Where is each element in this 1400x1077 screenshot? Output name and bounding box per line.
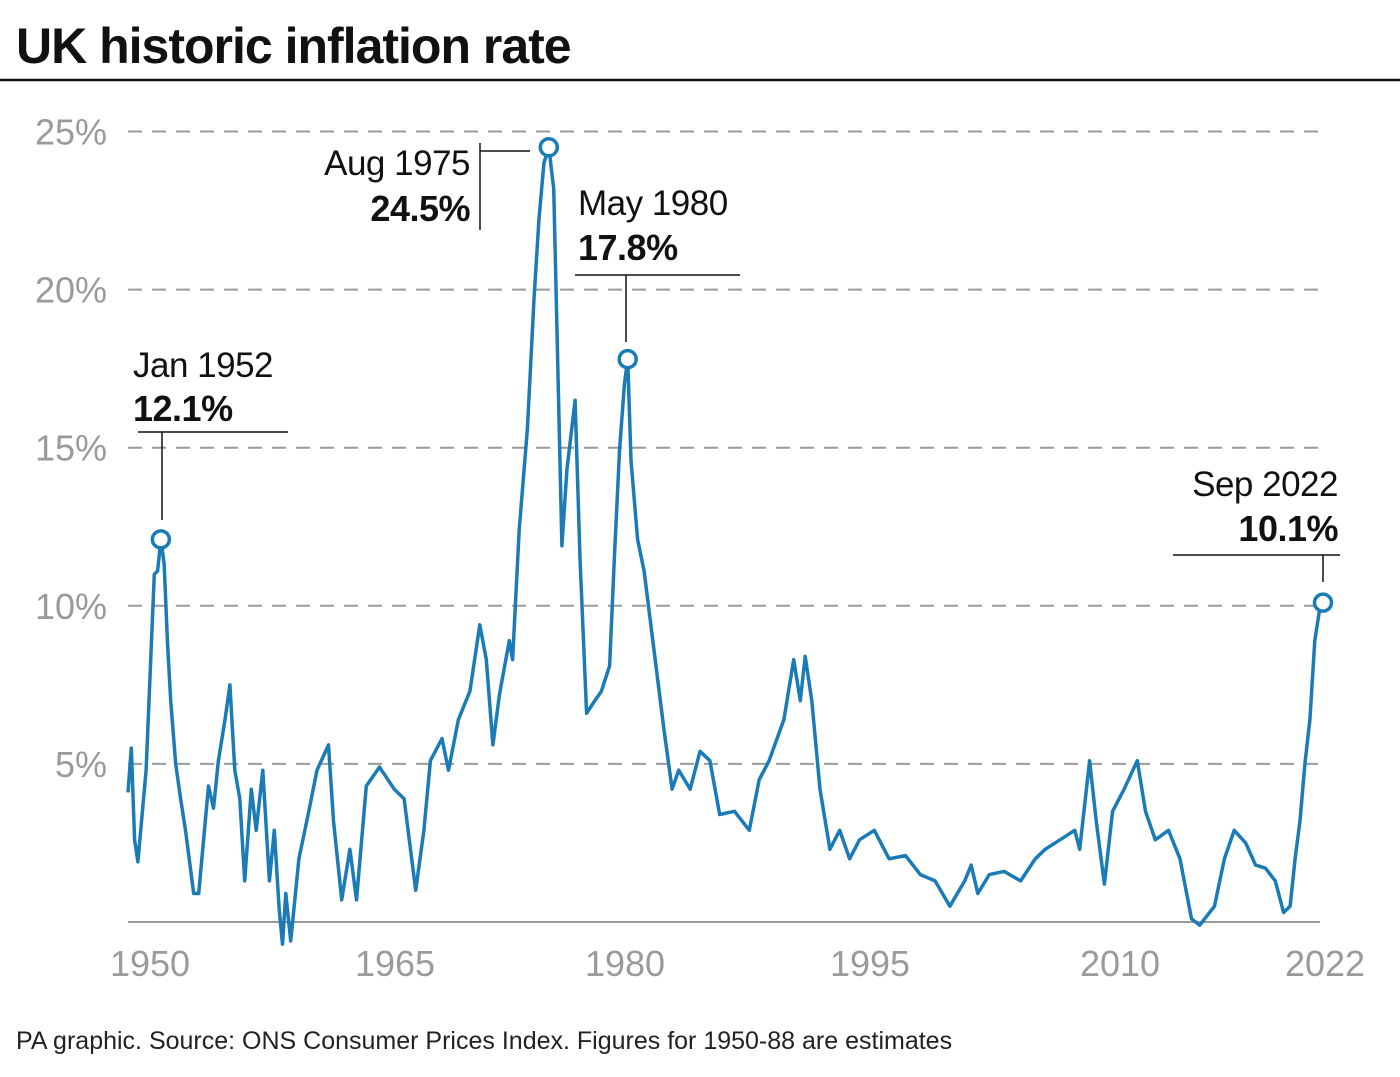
annotation-may-1980: May 1980 17.8%	[575, 184, 740, 342]
annotation-value: 10.1%	[1238, 508, 1338, 549]
gridlines	[128, 130, 1320, 765]
annotation-date: Aug 1975	[324, 144, 470, 183]
annotation-date: May 1980	[578, 184, 728, 223]
x-tick-label: 2010	[1080, 943, 1160, 984]
x-tick-label: 1980	[585, 943, 665, 984]
annotation-sep-2022: Sep 2022 10.1%	[1173, 465, 1340, 582]
x-axis-ticks: 1950 1965 1980 1995 2010 2022	[110, 943, 1365, 984]
x-tick-label: 1950	[110, 943, 190, 984]
y-axis-ticks: 5% 10% 15% 20% 25%	[35, 112, 107, 785]
annotation-date: Sep 2022	[1192, 465, 1338, 504]
y-tick-label: 15%	[35, 428, 107, 469]
y-tick-label: 10%	[35, 586, 107, 627]
annotation-value: 12.1%	[133, 388, 233, 429]
y-tick-label: 5%	[55, 744, 107, 785]
peak-marker	[617, 348, 638, 370]
annotation-date: Jan 1952	[133, 346, 273, 385]
peak-markers	[150, 137, 1334, 613]
peak-marker	[1312, 592, 1334, 613]
y-tick-label: 20%	[35, 270, 107, 311]
source-note: PA graphic. Source: ONS Consumer Prices …	[16, 1027, 952, 1055]
peak-marker	[150, 529, 172, 550]
y-tick-label: 25%	[35, 112, 107, 153]
x-tick-label: 2022	[1285, 943, 1365, 984]
annotation-jan-1952: Jan 1952 12.1%	[133, 346, 288, 520]
series-line	[126, 145, 1325, 946]
x-tick-label: 1965	[355, 943, 435, 984]
annotations: Jan 1952 12.1% Aug 1975 24.5% May 1980 1…	[133, 143, 1340, 582]
annotation-value: 24.5%	[370, 188, 470, 229]
chart-title: UK historic inflation rate	[16, 18, 571, 74]
x-tick-label: 1995	[830, 943, 910, 984]
peak-marker	[538, 137, 560, 158]
annotation-aug-1975: Aug 1975 24.5%	[324, 143, 530, 230]
annotation-value: 17.8%	[578, 227, 678, 268]
